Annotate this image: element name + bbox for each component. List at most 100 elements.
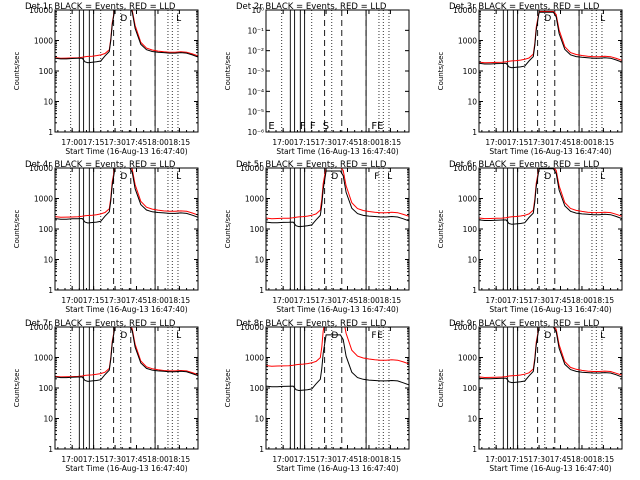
y-tick-label: 1000: [34, 37, 53, 46]
y-tick-label: 10: [467, 98, 477, 107]
events-series-line: [479, 327, 622, 384]
x-tick-label: 18:00: [147, 296, 169, 305]
panel-title: Det 7r BLACK = Events, RED = LLD: [25, 319, 176, 329]
x-tick-label: 17:00: [272, 455, 294, 464]
axes-frame: [478, 167, 623, 291]
x-tick-label: 17:00: [61, 296, 83, 305]
x-tick-label: 17:45: [337, 455, 359, 464]
y-tick-label: 10⁻¹: [247, 26, 264, 35]
y-tick-label: 10: [43, 98, 53, 107]
y-tick-label: 1: [259, 286, 264, 295]
x-tick-label: 17:15: [294, 296, 316, 305]
x-tick-label: 17:45: [550, 296, 572, 305]
event-marker-label: D: [331, 172, 338, 182]
x-tick-label: 17:15: [507, 138, 529, 147]
y-tick-label: 1: [48, 445, 53, 454]
x-tick-label: 17:30: [315, 455, 337, 464]
x-axis-label: Start Time (16-Aug-13 16:47:40): [276, 147, 398, 156]
x-axis-label: Start Time (16-Aug-13 16:47:40): [276, 305, 398, 314]
y-tick-label: 10000: [240, 164, 264, 173]
y-tick-label: 1000: [245, 354, 264, 363]
events-series-line: [266, 170, 409, 228]
event-marker-label: D: [120, 172, 127, 182]
x-tick-label: 17:15: [83, 296, 105, 305]
panel-title: Det 9r BLACK = Events, RED = LLD: [449, 319, 600, 329]
x-tick-label: 18:15: [380, 296, 402, 305]
event-marker-label: D: [331, 331, 338, 341]
lld-series-line: [479, 11, 622, 64]
x-tick-label: 17:45: [550, 455, 572, 464]
x-tick-label: 18:15: [593, 138, 615, 147]
y-tick-label: 100: [250, 225, 265, 234]
x-axis-label: Start Time (16-Aug-13 16:47:40): [65, 464, 187, 473]
x-tick-label: 18:00: [147, 138, 169, 147]
lld-series-line: [55, 168, 198, 218]
y-tick-label: 10⁻³: [247, 67, 264, 76]
event-marker-label: L: [600, 172, 605, 182]
y-tick-label: 1: [472, 128, 477, 137]
x-tick-label: 17:30: [528, 296, 550, 305]
x-tick-label: 18:15: [169, 138, 191, 147]
event-marker-label: D: [120, 14, 127, 24]
event-marker-label: F: [371, 121, 377, 132]
y-tick-label: 1000: [458, 37, 477, 46]
axes-frame: [265, 326, 410, 450]
x-tick-label: 17:45: [126, 138, 148, 147]
y-tick-label: 100: [39, 384, 54, 393]
x-tick-label: 18:15: [593, 296, 615, 305]
x-tick-label: 17:30: [104, 138, 126, 147]
x-tick-label: 17:00: [485, 138, 507, 147]
y-tick-label: 1: [472, 445, 477, 454]
panel-title: Det 6r BLACK = Events, RED = LLD: [449, 160, 600, 170]
x-tick-label: 18:15: [169, 296, 191, 305]
y-tick-label: 10⁻²: [247, 47, 264, 56]
y-axis-label: Counts/sec: [13, 210, 21, 249]
y-tick-label: 10000: [29, 323, 53, 332]
x-tick-label: 18:15: [169, 455, 191, 464]
x-tick-label: 18:00: [358, 296, 380, 305]
y-tick-label: 10: [467, 415, 477, 424]
y-axis-label: Counts/sec: [224, 210, 232, 249]
y-axis-label: Counts/sec: [437, 369, 445, 408]
panel-title: Det 3r BLACK = Events, RED = LLD: [449, 2, 600, 12]
x-tick-label: 17:45: [126, 455, 148, 464]
event-marker-label: E: [377, 121, 383, 132]
y-tick-label: 1: [48, 286, 53, 295]
y-tick-label: 1: [48, 128, 53, 137]
y-tick-label: 100: [250, 384, 265, 393]
y-tick-label: 10: [254, 415, 264, 424]
x-tick-label: 18:00: [571, 296, 593, 305]
y-tick-label: 1000: [245, 195, 264, 204]
x-tick-label: 17:45: [337, 138, 359, 147]
x-tick-label: 17:45: [126, 296, 148, 305]
x-tick-label: 17:00: [61, 455, 83, 464]
events-series-line: [55, 10, 198, 64]
y-tick-label: 10: [254, 256, 264, 265]
event-marker-label: D: [544, 14, 551, 24]
x-tick-label: 17:15: [294, 455, 316, 464]
panel-title: Det 5r BLACK = Events, RED = LLD: [236, 160, 387, 170]
x-axis-label: Start Time (16-Aug-13 16:47:40): [276, 464, 398, 473]
x-tick-label: 18:00: [147, 455, 169, 464]
lld-series-line: [479, 327, 622, 379]
x-tick-label: 17:15: [507, 455, 529, 464]
events-series-line: [479, 168, 622, 225]
x-tick-label: 17:30: [104, 455, 126, 464]
x-tick-label: 17:45: [337, 296, 359, 305]
x-tick-label: 18:00: [571, 455, 593, 464]
event-marker-label: L: [176, 331, 181, 341]
y-tick-label: 1000: [34, 195, 53, 204]
x-axis-label: Start Time (16-Aug-13 16:47:40): [65, 305, 187, 314]
x-tick-label: 17:30: [528, 455, 550, 464]
y-tick-label: 100: [39, 225, 54, 234]
